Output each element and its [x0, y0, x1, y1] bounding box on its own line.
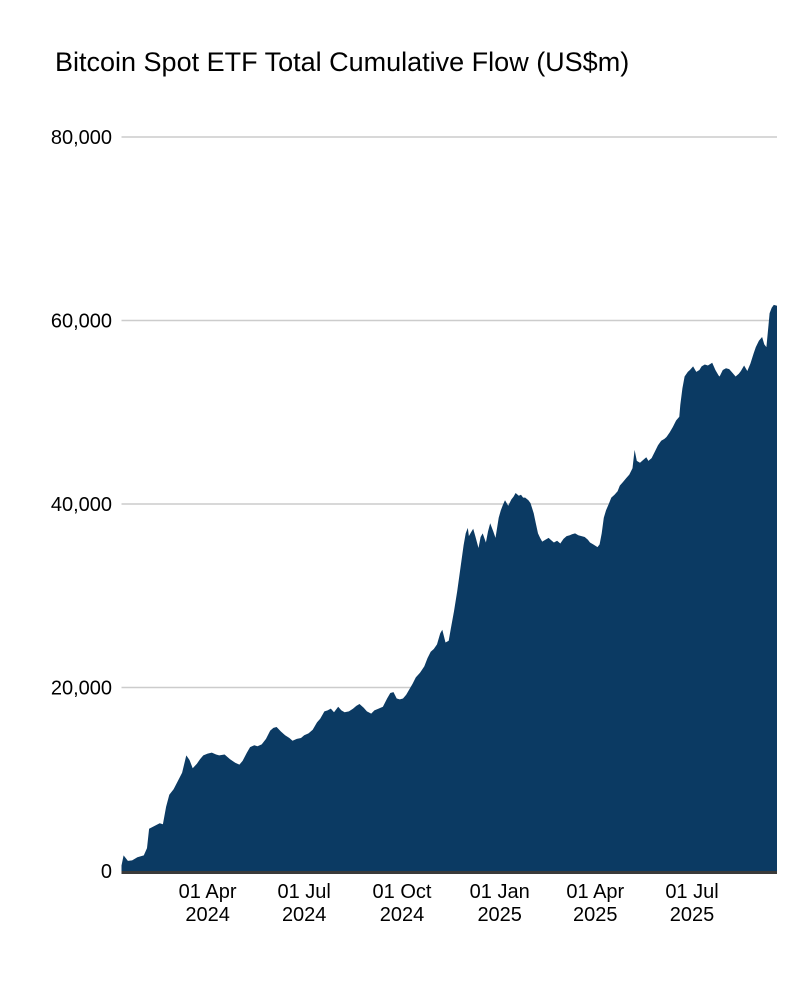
y-tick-label-80000: 80,000	[51, 127, 112, 149]
y-tick-label-60000: 60,000	[51, 311, 112, 333]
x-tick-label-year: 2024	[282, 904, 327, 926]
x-tick-label: 01 Oct	[373, 881, 432, 903]
x-tick-label-year: 2025	[477, 904, 522, 926]
chart-title: Bitcoin Spot ETF Total Cumulative Flow (…	[55, 47, 630, 77]
x-tick-label-year: 2024	[185, 904, 230, 926]
x-tick-label: 01 Apr	[566, 881, 624, 903]
x-tick-label: 01 Jul	[665, 881, 718, 903]
y-tick-label-0: 0	[101, 861, 112, 883]
x-tick-label: 01 Jul	[278, 881, 331, 903]
x-tick-label-year: 2025	[573, 904, 618, 926]
area-series	[121, 304, 777, 871]
y-tick-label-40000: 40,000	[51, 494, 112, 516]
x-tick-label: 01 Apr	[179, 881, 237, 903]
x-tick-label: 01 Jan	[470, 881, 530, 903]
x-tick-label-year: 2024	[380, 904, 425, 926]
y-tick-label-20000: 20,000	[51, 678, 112, 700]
x-tick-label-year: 2025	[670, 904, 715, 926]
